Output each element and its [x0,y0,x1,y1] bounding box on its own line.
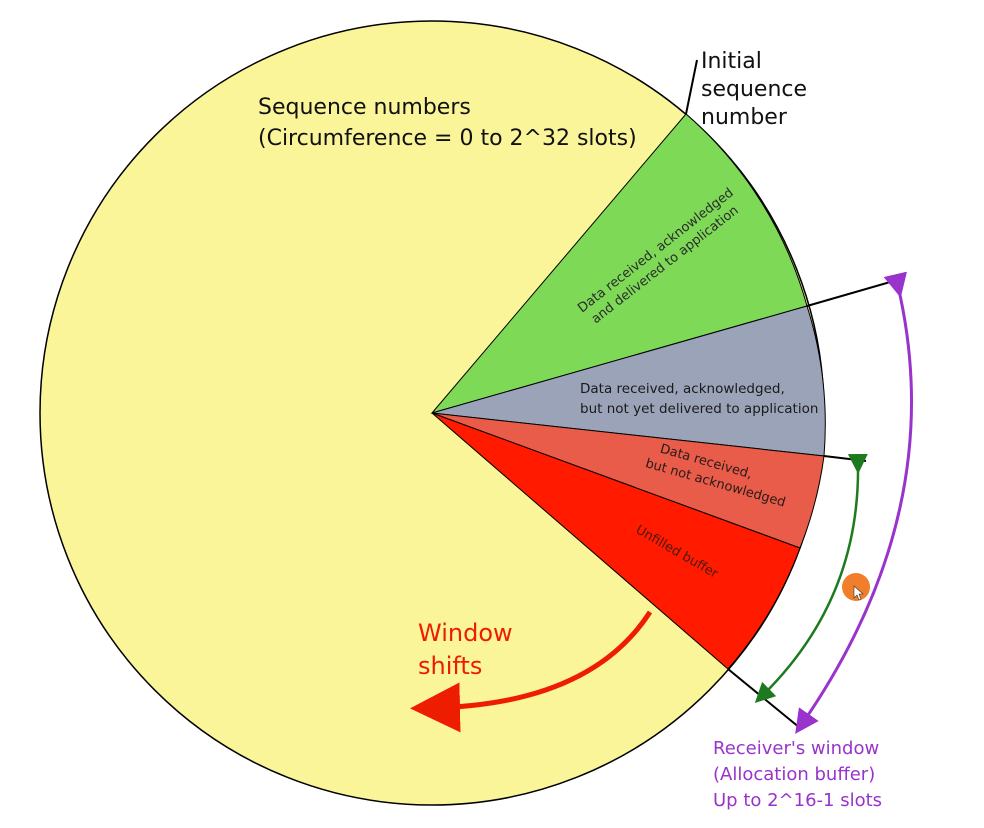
ack-boundary-line [823,455,867,462]
window-bottom-line [727,668,801,729]
receiver-window-line-2: (Allocation buffer) [713,764,875,785]
title-line-1: Sequence numbers [258,95,471,120]
not-delivered-label-line-1: Data received, acknowledged, [580,381,785,397]
window-shift-arrow [410,610,653,733]
cursor-highlight [842,573,870,601]
title-line-2: (Circumference = 0 to 2^32 slots) [258,126,637,151]
svg-text:Receiver's window (Allocat: Receiver's window (Allocation buffer) Up… [713,738,885,811]
svg-text:Sequence numbers (Circumfe: Sequence numbers (Circumference = 0 to 2… [258,95,637,151]
window-top-line [806,279,898,307]
cursor-pointer-icon [853,585,864,601]
svg-text:Window shifts: Window shifts [418,619,520,680]
isn-line [685,59,698,115]
window-shift-line-2: shifts [418,652,482,680]
svg-text:Initial sequence numbe: Initial sequence number [701,49,814,130]
window-shift-line-1: Window [418,619,513,647]
not-delivered-label-line-2: but not yet delivered to application [580,401,818,417]
unfilled-window-arrow [754,453,868,704]
isn-label-line-1: Initial [701,49,762,74]
receiver-window-line-1: Receiver's window [713,738,879,759]
isn-label-line-3: number [701,105,788,130]
svg-text:Data received, acknowledged,: Data received, acknowledged, but not yet… [580,381,818,417]
receiver-window-line-3: Up to 2^16-1 slots [713,790,882,811]
isn-label-line-2: sequence [701,77,807,102]
